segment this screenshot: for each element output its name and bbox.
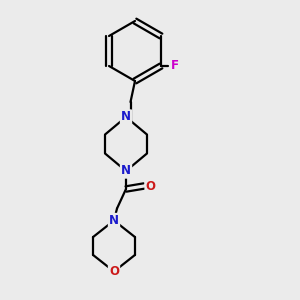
Text: N: N [121, 164, 131, 178]
Text: N: N [109, 214, 119, 227]
Text: O: O [146, 179, 156, 193]
Text: F: F [170, 59, 178, 73]
Text: N: N [121, 110, 131, 124]
Text: O: O [109, 265, 119, 278]
